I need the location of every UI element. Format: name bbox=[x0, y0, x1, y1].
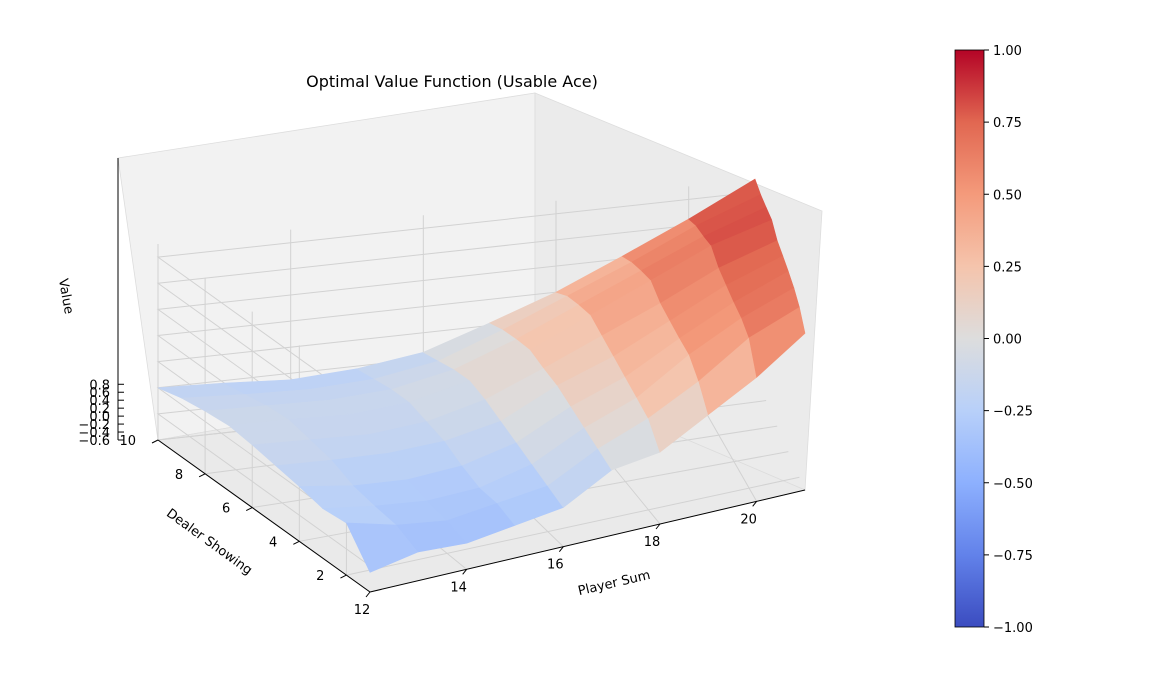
y-tick-mark bbox=[198, 473, 206, 478]
colorbar-gradient bbox=[954, 49, 985, 628]
z-gridline bbox=[156, 191, 756, 410]
z-tick-label: 0.8 bbox=[89, 378, 110, 393]
x-tick-mark bbox=[655, 523, 661, 530]
y-tick-label: 4 bbox=[269, 535, 277, 550]
colorbar: 1.00 0.75 0.50 0.25 0.00 −0.25 −0.50 −0.75 −1.00 bbox=[954, 44, 1033, 636]
z-tick-label: −0.4 bbox=[78, 426, 110, 441]
x-axis-line bbox=[369, 489, 806, 593]
axis-lines: 12 14 16 18 20 2 4 6 8 10 −0.6−0.4−0.20.00.20.40.6… bbox=[78, 158, 806, 618]
colorbar-tick-label: 0.75 bbox=[993, 116, 1022, 131]
z-axis-label: Value bbox=[55, 278, 76, 316]
value-surface bbox=[157, 178, 806, 573]
colorbar-tick-label: 0.25 bbox=[993, 260, 1022, 275]
x-tick-label: 20 bbox=[740, 512, 757, 527]
x-tick-label: 18 bbox=[644, 535, 661, 550]
y-tick-label: 8 bbox=[175, 468, 183, 483]
y-tick-mark bbox=[293, 540, 300, 545]
z-tick-label: 0.6 bbox=[89, 386, 110, 401]
chart-title: Optimal Value Function (Usable Ace) bbox=[306, 72, 598, 91]
colorbar-tick-label: −0.75 bbox=[993, 549, 1033, 564]
x-tick-mark bbox=[462, 569, 468, 575]
x-tick-mark bbox=[365, 591, 371, 598]
x-tick-mark bbox=[558, 546, 564, 552]
x-tick-label: 16 bbox=[547, 558, 564, 573]
colorbar-tick-label: −0.25 bbox=[993, 405, 1033, 420]
x-tick-mark bbox=[752, 501, 758, 507]
z-tick-label: −0.6 bbox=[78, 434, 110, 449]
colorbar-tick-label: 1.00 bbox=[993, 44, 1022, 59]
y-tick-mark bbox=[245, 507, 253, 512]
colorbar-tick-label: −0.50 bbox=[993, 477, 1033, 492]
y-axis-label: Dealer Showing bbox=[163, 506, 255, 578]
x-tick-label: 14 bbox=[450, 580, 467, 595]
x-tick-label: 12 bbox=[354, 603, 371, 618]
y-tick-mark bbox=[340, 574, 347, 579]
surface-patch bbox=[748, 306, 806, 378]
y-tick-label: 10 bbox=[119, 434, 136, 449]
y-tick-label: 6 bbox=[222, 502, 230, 517]
z-tick-label: 0.2 bbox=[89, 402, 110, 417]
x-axis-label: Player Sum bbox=[577, 568, 652, 599]
y-axis-line bbox=[157, 439, 371, 593]
colorbar-tick-label: 0.00 bbox=[993, 333, 1022, 348]
z-tick-label: 0.4 bbox=[89, 394, 110, 409]
y-tick-mark bbox=[151, 439, 159, 444]
y-tick-label: 2 bbox=[316, 569, 324, 584]
colorbar-tick-label: 0.50 bbox=[993, 188, 1022, 203]
z-tick-label: 0.0 bbox=[89, 410, 110, 425]
z-tick-label: −0.2 bbox=[78, 418, 110, 433]
colorbar-tick-label: −1.00 bbox=[993, 621, 1033, 636]
colorbar-ticks: 1.00 0.75 0.50 0.25 0.00 −0.25 −0.50 −0.75 −1.00 bbox=[984, 44, 1033, 636]
